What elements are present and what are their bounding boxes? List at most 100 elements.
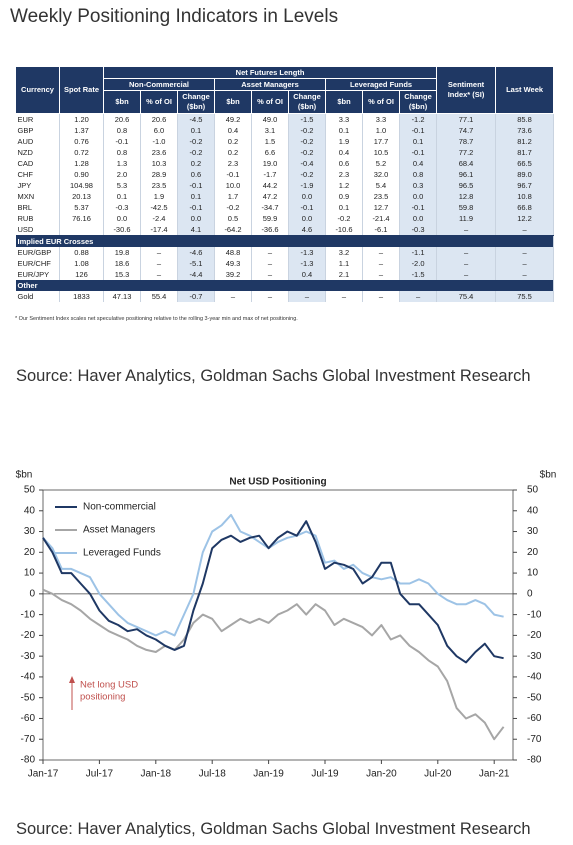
group-header: Net Futures Length: [102, 66, 438, 79]
table-cell: –: [251, 291, 289, 302]
column-header: % of OI: [251, 90, 289, 114]
table-cell: 20.6: [103, 113, 141, 125]
y2-tick-label: -40: [527, 672, 542, 683]
table-cell: -36.6: [251, 224, 289, 236]
table-cell: GBP: [15, 125, 60, 136]
table-cell: 0.8: [103, 125, 141, 136]
table-cell: 0.0: [399, 213, 438, 224]
table-cell: -4.5: [177, 113, 215, 125]
table-cell: EUR/CHF: [15, 258, 60, 269]
table-cell: 0.2: [214, 147, 252, 158]
table-cell: 0.5: [214, 213, 252, 224]
table-cell: –: [325, 291, 363, 302]
column-header: Change ($bn): [288, 90, 326, 114]
table-cell: 2.3: [325, 169, 363, 180]
y-tick-label: 30: [24, 526, 36, 537]
y-tick-label: -10: [21, 609, 36, 620]
table-cell: 1.0: [362, 125, 400, 136]
table-cell: 47.13: [103, 291, 141, 302]
table-cell: 0.1: [325, 125, 363, 136]
legend-label: Asset Managers: [83, 525, 155, 536]
x-tick-label: Jul-17: [86, 769, 114, 780]
y-tick-label: -50: [21, 692, 36, 703]
table-cell: 1.08: [59, 258, 104, 269]
table-cell: 18.6: [103, 258, 141, 269]
table-cell: –: [251, 258, 289, 269]
table-cell: 3.2: [325, 247, 363, 258]
legend-label: Leveraged Funds: [83, 548, 161, 559]
table-cell: 104.98: [59, 180, 104, 191]
table-cell: –: [140, 258, 178, 269]
table-cell: 0.1: [325, 202, 363, 213]
table-cell: 6.0: [140, 125, 178, 136]
table-cell: 5.37: [59, 202, 104, 213]
table-row: AUD 0.76 -0.1 -1.0 -0.2 0.2 1.5 -0.2 1.9 17.7 0.1 7…: [15, 136, 555, 147]
table-cell: 15.3: [103, 269, 141, 280]
table-cell: 19.8: [103, 247, 141, 258]
series-line: [42, 520, 504, 664]
table-cell: -1.5: [399, 269, 438, 280]
table-cell: USD: [15, 224, 60, 236]
table-cell: 81.7: [495, 147, 555, 158]
table-cell: 1.5: [251, 136, 289, 147]
table-cell: -0.3: [103, 202, 141, 213]
table-cell: –: [251, 247, 289, 258]
table-cell: –: [362, 258, 400, 269]
table-cell: 0.4: [214, 125, 252, 136]
y-tick-label: -70: [21, 734, 36, 745]
table-cell: 0.72: [59, 147, 104, 158]
x-tick-label: Jul-20: [424, 769, 452, 780]
table-cell: 85.8: [495, 113, 555, 125]
table-cell: -5.1: [177, 258, 215, 269]
table-cell: 68.4: [436, 158, 497, 169]
table-cell: -17.4: [140, 224, 178, 236]
table-row: Currency Spot Rate Net Futures Length Senti…: [15, 66, 555, 114]
table-cell: –: [495, 258, 555, 269]
chart-title: Net USD Positioning: [229, 477, 326, 488]
y-tick-label: -80: [21, 755, 36, 766]
table-cell: CAD: [15, 158, 60, 169]
y-tick-label: 20: [24, 547, 36, 558]
table-cell: -10.6: [325, 224, 363, 236]
x-tick-label: Jul-18: [199, 769, 227, 780]
table-cell: 74.7: [436, 125, 497, 136]
table-cell: 59.9: [251, 213, 289, 224]
table-cell: Gold: [15, 291, 60, 302]
table-cell: 0.0: [177, 213, 215, 224]
table-cell: -21.4: [362, 213, 400, 224]
y2-tick-label: 0: [527, 588, 533, 599]
table-cell: 20.13: [59, 191, 104, 202]
column-header: Change ($bn): [398, 90, 438, 114]
table-cell: 23.5: [140, 180, 178, 191]
table-cell: 0.8: [103, 147, 141, 158]
table-cell: 78.7: [436, 136, 497, 147]
table-row: USD -30.6 -17.4 4.1 -64.2 -36.6 4.6 -10.6 -6.1 -0…: [15, 224, 555, 236]
series-line: [42, 588, 505, 741]
table-cell: 10.0: [214, 180, 252, 191]
plot-frame: [42, 489, 514, 761]
footnote: * Our Sentiment Index scales net specula…: [15, 316, 298, 322]
table-cell: 81.2: [495, 136, 555, 147]
y2-tick-label: -50: [527, 692, 542, 703]
source: Source: Haver Analytics, Goldman Sachs G…: [16, 367, 531, 385]
table-cell: 96.7: [495, 180, 555, 191]
table-cell: 0.3: [399, 180, 438, 191]
table-cell: –: [495, 224, 555, 236]
table-cell: -2.4: [140, 213, 178, 224]
table-cell: 49.0: [251, 113, 289, 125]
table-cell: 20.6: [140, 113, 178, 125]
column-header: % of OI: [140, 90, 178, 114]
table-row: GBP 1.37 0.8 6.0 0.1 0.4 3.1 -0.2 0.1 1.0 -0.1 74.7…: [15, 125, 555, 136]
table-cell: 10.8: [495, 191, 555, 202]
table-cell: 0.76: [59, 136, 104, 147]
table-cell: 96.1: [436, 169, 497, 180]
column-header: Last Week: [495, 66, 555, 114]
table-cell: 0.0: [103, 213, 141, 224]
table-cell: 1.20: [59, 113, 104, 125]
table-cell: 5.3: [103, 180, 141, 191]
table-cell: EUR: [15, 113, 60, 125]
table-cell: -0.1: [399, 202, 438, 213]
table-cell: 17.7: [362, 136, 400, 147]
table-cell: 12.2: [495, 213, 555, 224]
